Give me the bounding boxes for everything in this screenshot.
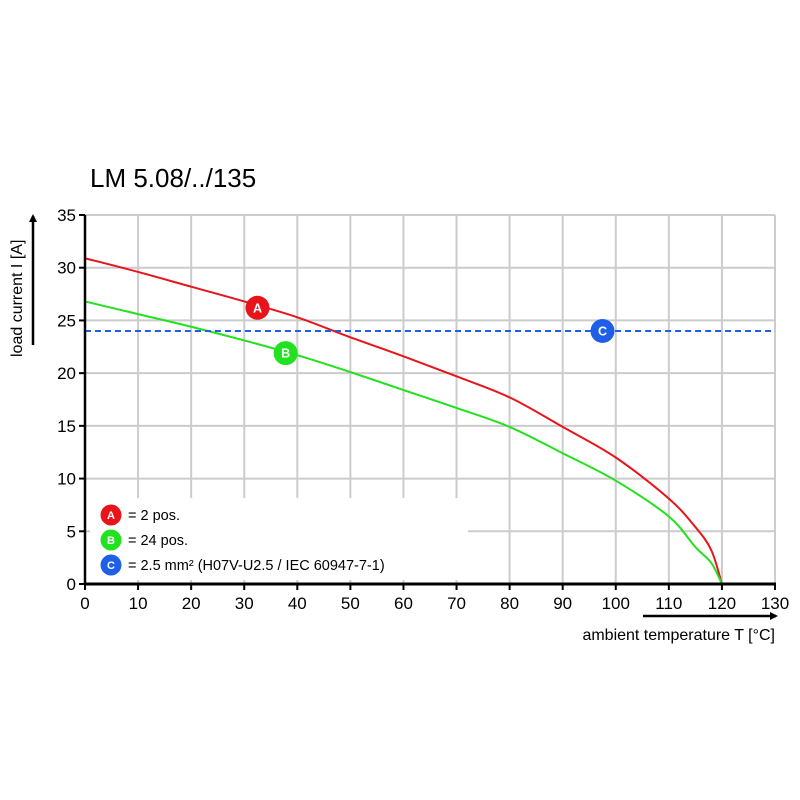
series-layer (84, 257, 775, 585)
y-axis-label: load current I [A] (9, 240, 26, 357)
x-tick-label: 120 (708, 594, 736, 613)
y-tick-label: 35 (57, 206, 76, 225)
annotation-markers: A B C (245, 295, 615, 366)
y-tick-label: 25 (57, 311, 76, 330)
legend-text-a: = 2 pos. (128, 508, 180, 524)
x-tick-label: 50 (341, 594, 360, 613)
x-tick-label: 40 (288, 594, 307, 613)
x-tick-label: 10 (129, 594, 148, 613)
y-tick-label: 20 (57, 364, 76, 383)
legend-badge-c-label: C (107, 560, 115, 572)
marker-b-label: B (281, 347, 290, 361)
series-line-a (84, 257, 723, 585)
marker-b-circle (273, 341, 298, 366)
x-tick-label: 90 (553, 594, 572, 613)
y-tick-label: 0 (67, 575, 76, 594)
x-tick-label: 80 (500, 594, 519, 613)
x-tick-label: 30 (235, 594, 254, 613)
marker-c-circle (590, 318, 615, 343)
x-tick-label: 130 (761, 594, 789, 613)
x-axis-label: ambient temperature T [°C] (582, 627, 775, 644)
marker-a-label: A (253, 301, 262, 315)
legend-badge-a-circle (100, 504, 122, 526)
marker-c-label: C (598, 325, 607, 339)
x-tick-label: 70 (447, 594, 466, 613)
x-tick-label: 20 (182, 594, 201, 613)
legend-badge-b-circle (100, 529, 122, 551)
x-tick-label: 0 (80, 594, 89, 613)
axes: 0 10 20 30 40 50 60 70 80 90 100 110 120 130 0 5 10 15 20 2… (57, 206, 789, 613)
marker-a-circle (245, 295, 270, 320)
y-tick-label: 5 (67, 522, 76, 541)
chart-title: LM 5.08/../135 (90, 163, 256, 193)
x-tick-label: 100 (602, 594, 630, 613)
y-tick-label: 30 (57, 259, 76, 278)
legend-badge-a-label: A (107, 510, 115, 522)
x-tick-label: 110 (655, 594, 682, 613)
legend-text-c: = 2.5 mm² (H07V-U2.5 / IEC 60947-7-1) (128, 558, 385, 574)
legend-badge-b-label: B (107, 535, 115, 547)
legend-badge-c-circle (100, 554, 122, 576)
legend-background (90, 498, 468, 580)
legend-text-b: = 24 pos. (128, 533, 188, 549)
y-tick-label: 10 (57, 470, 76, 489)
y-tick-label: 15 (57, 417, 76, 436)
legend: A = 2 pos. B = 24 pos. C = 2.5 mm² (H07V-U2.5… (90, 498, 468, 580)
x-tick-label: 60 (394, 594, 413, 613)
